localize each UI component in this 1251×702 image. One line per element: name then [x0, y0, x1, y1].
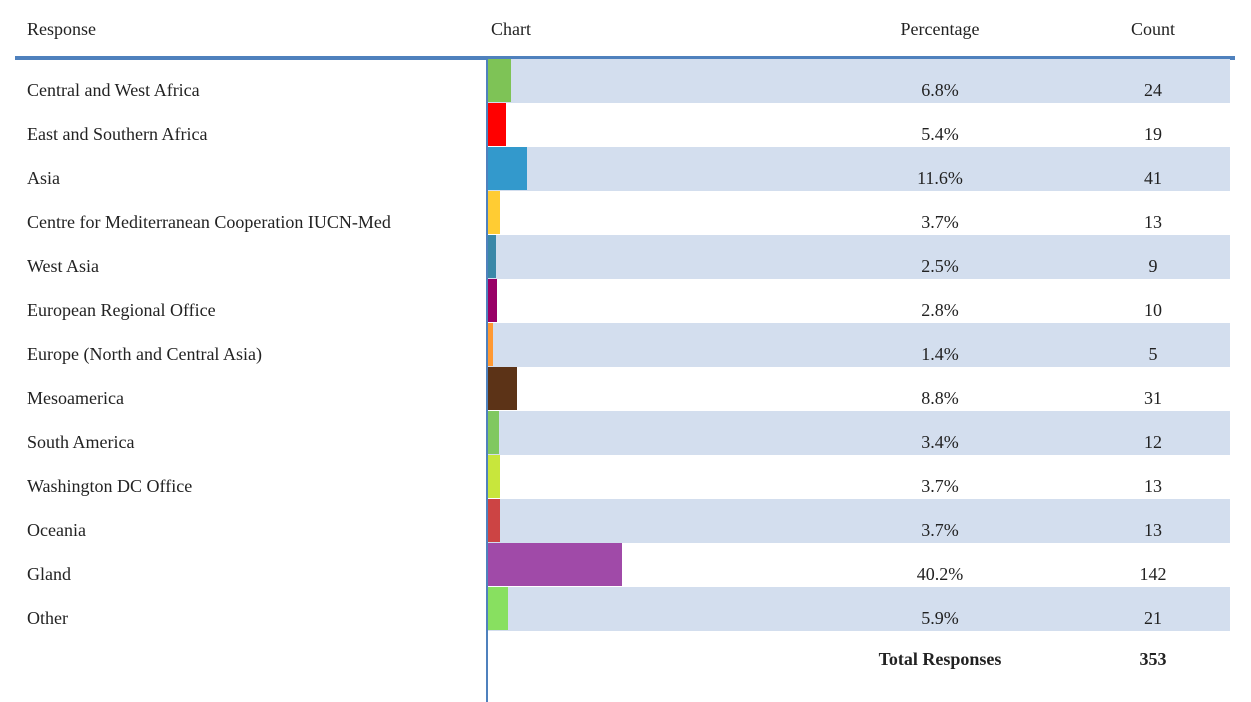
header-response: Response [27, 19, 96, 39]
count-label: 5 [1148, 344, 1158, 364]
table-row: Oceania 3.7% 13 [0, 499, 1251, 543]
total-count: 353 [1139, 649, 1167, 669]
header-count: Count [1130, 19, 1176, 39]
count-label: 24 [1144, 80, 1162, 100]
bar [488, 411, 500, 454]
response-label: Washington DC Office [27, 476, 193, 496]
row-band [488, 411, 1230, 455]
response-label: Centre for Mediterranean Cooperation IUC… [27, 212, 391, 232]
count-label: 142 [1139, 564, 1167, 584]
percentage-label: 2.5% [921, 256, 959, 276]
count-label: 13 [1144, 520, 1162, 540]
table-row: Asia 11.6% 41 [0, 147, 1251, 191]
percentage-label: 8.8% [921, 388, 959, 408]
bar [488, 59, 511, 102]
percentage-label: 3.4% [921, 432, 959, 452]
response-label: Other [27, 608, 68, 628]
bar [488, 279, 498, 322]
bar [488, 367, 518, 410]
bar [488, 543, 622, 586]
row-band [488, 587, 1230, 631]
bar [488, 103, 506, 146]
row-band [488, 59, 1230, 103]
percentage-label: 5.4% [921, 124, 959, 144]
percentage-label: 1.4% [921, 344, 959, 364]
response-label: East and Southern Africa [27, 124, 208, 144]
table-row: European Regional Office 2.8% 10 [0, 279, 1251, 323]
percentage-label: 40.2% [916, 564, 964, 584]
response-label: Europe (North and Central Asia) [27, 344, 262, 364]
header-chart: Chart [491, 19, 531, 39]
table-body: Central and West Africa 6.8% 24 East and So… [0, 59, 1251, 675]
response-label: Central and West Africa [27, 80, 200, 100]
count-label: 13 [1144, 212, 1162, 232]
count-label: 31 [1144, 388, 1162, 408]
response-label: Oceania [27, 520, 86, 540]
table-row: South America 3.4% 12 [0, 411, 1251, 455]
chart-axis [486, 60, 488, 702]
bar [488, 455, 501, 498]
total-label: Total Responses [878, 649, 1002, 669]
response-label: Asia [27, 168, 60, 188]
table-row: East and Southern Africa 5.4% 19 [0, 103, 1251, 147]
percentage-label: 5.9% [921, 608, 959, 628]
count-label: 21 [1144, 608, 1162, 628]
table-row: West Asia 2.5% 9 [0, 235, 1251, 279]
percentage-label: 2.8% [921, 300, 959, 320]
count-label: 41 [1144, 168, 1162, 188]
percentage-label: 6.8% [921, 80, 959, 100]
response-label: West Asia [27, 256, 100, 276]
bar [488, 499, 501, 542]
count-label: 13 [1144, 476, 1162, 496]
row-band [488, 235, 1230, 279]
response-label: Gland [27, 564, 71, 584]
row-band [488, 323, 1230, 367]
table-row: Mesoamerica 8.8% 31 [0, 367, 1251, 411]
bar [488, 323, 493, 366]
count-label: 10 [1144, 300, 1162, 320]
total-row: Total Responses 353 [0, 631, 1251, 675]
header-percentage: Percentage [900, 19, 980, 39]
percentage-label: 3.7% [921, 476, 959, 496]
table-row: Washington DC Office 3.7% 13 [0, 455, 1251, 499]
table-row: Centre for Mediterranean Cooperation IUC… [0, 191, 1251, 235]
percentage-label: 11.6% [917, 168, 963, 188]
table-row: Gland 40.2% 142 [0, 543, 1251, 587]
count-label: 19 [1144, 124, 1162, 144]
table-row: Europe (North and Central Asia) 1.4% 5 [0, 323, 1251, 367]
percentage-label: 3.7% [921, 520, 959, 540]
bar [488, 147, 527, 190]
percentage-label: 3.7% [921, 212, 959, 232]
bar [488, 191, 501, 234]
row-band [488, 147, 1230, 191]
count-label: 12 [1144, 432, 1162, 452]
header-rule [15, 56, 1235, 60]
row-band [488, 499, 1230, 543]
response-label: South America [27, 432, 135, 452]
response-label: Mesoamerica [27, 388, 124, 408]
table-row: Central and West Africa 6.8% 24 [0, 59, 1251, 103]
bar [488, 587, 508, 630]
count-label: 9 [1148, 256, 1158, 276]
bar [488, 235, 497, 278]
table-row: Other 5.9% 21 [0, 587, 1251, 631]
response-label: European Regional Office [27, 300, 216, 320]
